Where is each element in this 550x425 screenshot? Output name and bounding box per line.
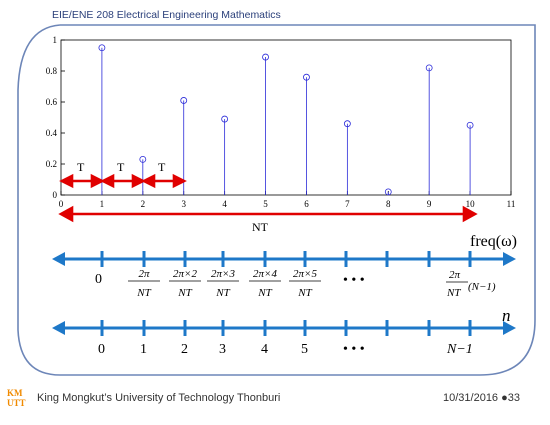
n-tick-label-4: 4 — [261, 342, 268, 357]
freq-tick-den-3: NT — [215, 287, 230, 299]
freq-tick-num-2: 2π×2 — [173, 268, 197, 280]
n-tick-label-1: 1 — [140, 342, 147, 357]
freq-tick-num-5: 2π×5 — [293, 268, 317, 280]
t-label-2: T — [117, 160, 125, 174]
freq-last-suffix: (N−1) — [468, 281, 496, 293]
freq-tick-den-2: NT — [177, 287, 192, 299]
x-tick-label-11: 11 — [507, 199, 516, 209]
n-last-label: N−1 — [446, 342, 473, 357]
freq-tick-num-1: 2π — [138, 268, 150, 280]
x-tick-label-6: 6 — [304, 199, 309, 209]
freq-tick-num-4: 2π×4 — [253, 268, 277, 280]
x-tick-label-5: 5 — [263, 199, 268, 209]
freq-axis-ticks — [100, 251, 472, 267]
freq-tick-0: 0 — [95, 272, 102, 287]
freq-last-den: NT — [446, 287, 461, 299]
stem-marker-1 — [98, 44, 106, 52]
stem-marker-7 — [343, 120, 351, 128]
n-tick-labels: 0 1 2 3 4 5 — [98, 342, 308, 357]
slide-header: EIE/ENE 208 Electrical Engineering Mathe… — [52, 9, 281, 21]
t-label-1: T — [77, 160, 85, 174]
x-tick-label-2: 2 — [141, 199, 146, 209]
t-label-3: T — [158, 160, 166, 174]
footer-university: King Mongkut’s University of Technology … — [37, 392, 281, 404]
x-tick-label-3: 3 — [181, 199, 186, 209]
kmutt-logo: KM UTT — [6, 385, 26, 409]
freq-tick-den-1: NT — [136, 287, 151, 299]
y-tick-label-3: 0.6 — [46, 97, 58, 107]
n-axis — [52, 321, 516, 335]
x-tick-label-8: 8 — [386, 199, 391, 209]
y-tick-label-5: 1 — [53, 35, 58, 45]
freq-tick-labels: 2π NT 2π×2 NT 2π×3 NT 2π×4 NT 2π×5 NT — [128, 268, 321, 299]
stem-marker-9 — [425, 64, 433, 72]
y-axis-ticks: 0 0.2 0.4 0.6 0.8 1 — [46, 35, 65, 200]
x-tick-label-9: 9 — [427, 199, 432, 209]
y-tick-label-0: 0 — [53, 190, 58, 200]
x-tick-label-4: 4 — [222, 199, 227, 209]
n-dots: • • • — [343, 342, 365, 357]
stem-marker-10 — [466, 121, 474, 129]
n-axis-label: n — [502, 306, 511, 325]
x-tick-label-10: 10 — [466, 199, 476, 209]
freq-dots: • • • — [343, 273, 365, 288]
n-tick-label-3: 3 — [219, 342, 226, 357]
freq-axis — [52, 252, 516, 266]
stem-marker-2 — [139, 155, 147, 163]
n-tick-label-0: 0 — [98, 342, 105, 357]
svg-text:KM: KM — [7, 388, 23, 398]
stem-marker-6 — [303, 73, 310, 81]
freq-tick-den-4: NT — [257, 287, 272, 299]
nt-label: NT — [252, 220, 269, 234]
stem-marker-5 — [262, 53, 269, 61]
stem-marker-3 — [180, 97, 188, 104]
stem-marker-4 — [221, 115, 229, 123]
plot-area — [60, 39, 512, 196]
svg-text:UTT: UTT — [7, 398, 26, 408]
n-tick-label-2: 2 — [181, 342, 188, 357]
nt-arrow — [58, 205, 478, 223]
y-tick-label-1: 0.2 — [46, 159, 57, 169]
n-axis-ticks — [100, 320, 472, 336]
x-tick-label-0: 0 — [59, 199, 64, 209]
freq-tick-den-5: NT — [297, 287, 312, 299]
y-tick-label-2: 0.4 — [46, 128, 58, 138]
stem-series — [98, 44, 474, 196]
n-tick-label-5: 5 — [301, 342, 308, 357]
freq-tick-num-3: 2π×3 — [211, 268, 235, 280]
x-tick-label-7: 7 — [345, 199, 350, 209]
footer-date-page: 10/31/2016 ●33 — [443, 392, 520, 404]
freq-axis-label: freq(ω) — [470, 233, 517, 250]
x-tick-label-1: 1 — [100, 199, 105, 209]
y-tick-label-4: 0.8 — [46, 66, 58, 76]
t-arrows — [59, 173, 187, 189]
stem-marker-8 — [384, 188, 392, 196]
freq-last-num: 2π — [449, 269, 461, 281]
